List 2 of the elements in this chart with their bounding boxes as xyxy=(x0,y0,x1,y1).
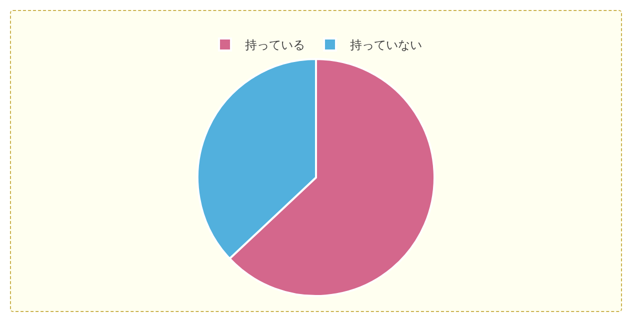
legend-label: 持っている xyxy=(245,38,305,52)
legend-label: 持っていない xyxy=(350,38,422,52)
